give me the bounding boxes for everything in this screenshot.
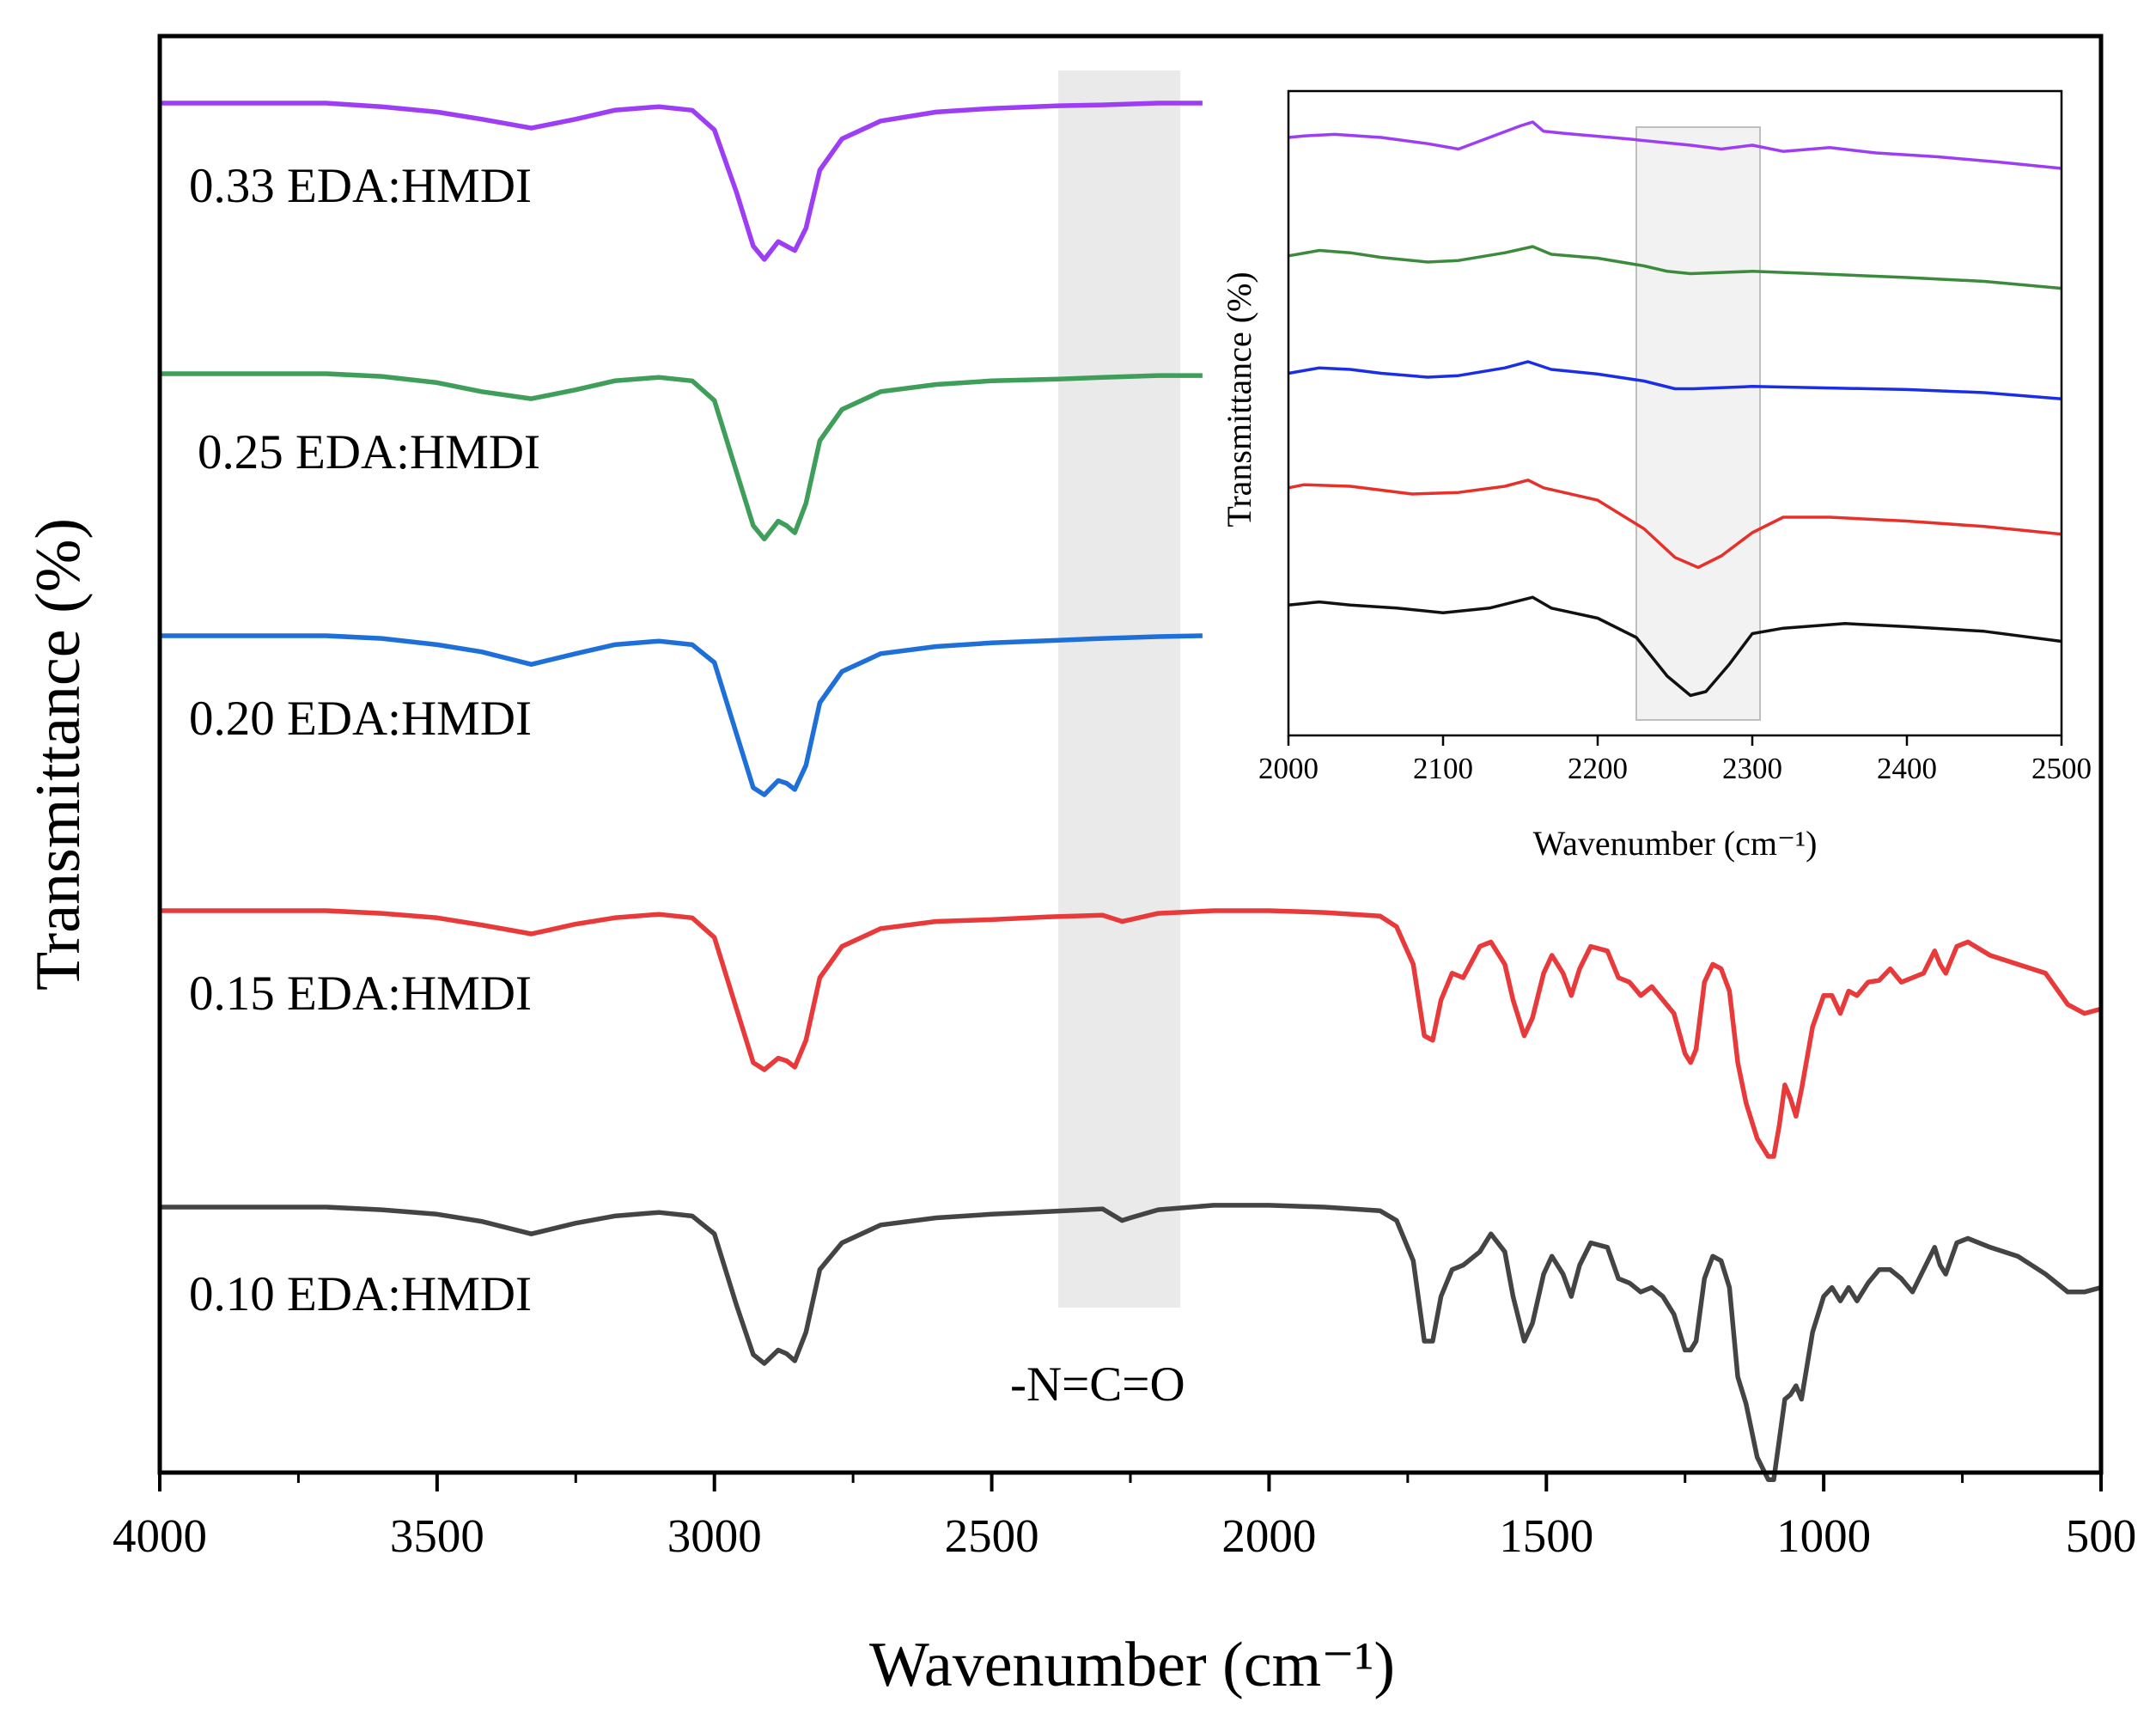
series-label-0-25: 0.25 EDA:HMDI xyxy=(198,425,540,479)
inset-x-tick-label: 2200 xyxy=(1568,752,1628,785)
inset-x-tick-label: 2300 xyxy=(1722,752,1782,785)
series-line-0-20 xyxy=(160,633,1203,797)
x-tick-label: 500 xyxy=(2066,1510,2137,1562)
x-tick-label: 1000 xyxy=(1776,1510,1871,1562)
inset-series-line xyxy=(1288,595,2062,698)
series-label-0-10: 0.10 EDA:HMDI xyxy=(189,1267,532,1321)
inset-frame xyxy=(1287,89,2063,737)
inset-x-axis-title: Wavenumber (cm⁻¹) xyxy=(1533,824,1818,863)
inset-highlight-band xyxy=(1635,126,1761,721)
inset-x-tick-label: 2000 xyxy=(1258,752,1319,785)
series-label-0-33: 0.33 EDA:HMDI xyxy=(189,159,532,213)
nco-highlight-band xyxy=(1058,70,1181,1308)
main-plot: 4000 3500 3000 2500 2000 1500 1000 500 0.33 EDA… xyxy=(23,34,2137,1700)
series-line-0-10 xyxy=(160,1203,2102,1482)
inset-series-line xyxy=(1288,120,2062,170)
inset-x-tick-label: 2500 xyxy=(2031,752,2092,785)
x-tick-label: 4000 xyxy=(113,1510,207,1562)
series-label-0-20: 0.20 EDA:HMDI xyxy=(189,692,532,746)
inset-y-axis-title: Transmittance (%) xyxy=(1220,271,1258,527)
inset-plot: 2000 2100 2200 2300 2400 2500 Wavenumber (cm⁻… xyxy=(1220,89,2092,863)
inset-series-line xyxy=(1288,360,2062,400)
y-axis-title: Transmittance (%) xyxy=(23,518,94,991)
x-tick-label: 2000 xyxy=(1221,1510,1316,1562)
inset-series-line xyxy=(1288,245,2062,290)
inset-x-tick-label: 2100 xyxy=(1413,752,1473,785)
series-line-0-15 xyxy=(160,908,2102,1159)
inset-x-tick-label: 2400 xyxy=(1877,752,1937,785)
inset-series-line xyxy=(1288,479,2062,570)
series-line-0-25 xyxy=(160,371,1203,542)
x-tick-label: 3500 xyxy=(390,1510,484,1562)
nco-annotation: -N=C=O xyxy=(1010,1357,1185,1412)
x-tick-label: 1500 xyxy=(1499,1510,1593,1562)
x-tick-label: 2500 xyxy=(945,1510,1039,1562)
x-tick-label: 3000 xyxy=(667,1510,762,1562)
x-axis-title: Wavenumber (cm⁻¹) xyxy=(869,1630,1395,1700)
series-label-0-15: 0.15 EDA:HMDI xyxy=(189,967,532,1021)
series-line-0-33 xyxy=(160,101,1203,262)
